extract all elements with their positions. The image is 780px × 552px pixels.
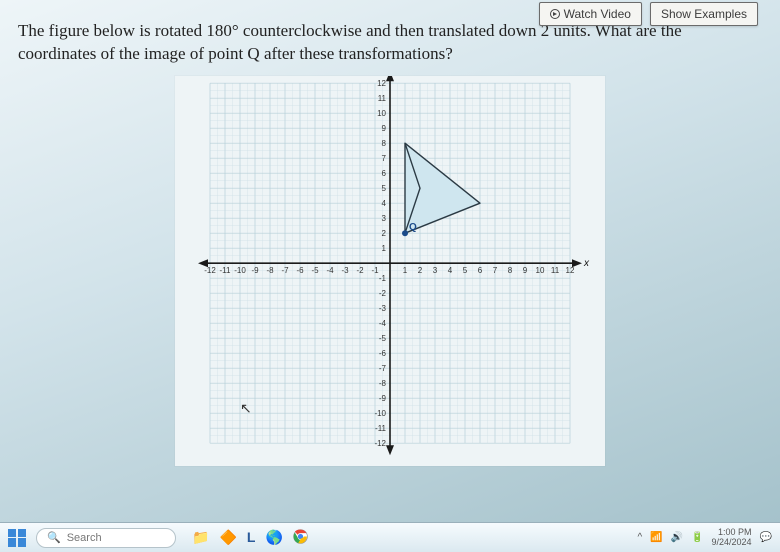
svg-text:-3: -3: [379, 304, 387, 313]
search-icon: 🔍: [47, 531, 61, 544]
svg-text:-4: -4: [379, 319, 387, 328]
notification-icon[interactable]: 💬: [760, 532, 772, 543]
edge-icon[interactable]: 🌎: [265, 529, 282, 547]
svg-text:-9: -9: [379, 394, 387, 403]
svg-text:-4: -4: [326, 266, 334, 275]
svg-text:1: 1: [403, 266, 408, 275]
svg-text:-3: -3: [341, 266, 349, 275]
question-text: The figure below is rotated 180° counter…: [18, 20, 762, 66]
svg-text:2: 2: [418, 266, 423, 275]
svg-text:6: 6: [382, 169, 387, 178]
svg-text:-5: -5: [311, 266, 319, 275]
svg-text:-6: -6: [296, 266, 304, 275]
svg-text:-7: -7: [281, 266, 289, 275]
svg-text:7: 7: [493, 266, 498, 275]
battery-icon[interactable]: 🔋: [691, 532, 703, 543]
svg-text:-1: -1: [379, 274, 387, 283]
svg-text:5: 5: [382, 184, 387, 193]
svg-text:-2: -2: [356, 266, 364, 275]
svg-text:x: x: [583, 258, 590, 269]
clock-date: 9/24/2024: [712, 538, 752, 547]
app-icon-3[interactable]: L: [247, 529, 256, 547]
svg-text:Q: Q: [409, 222, 417, 233]
taskbar-pinned: 📁 🔶 L 🌎: [192, 529, 308, 547]
svg-text:3: 3: [433, 266, 438, 275]
chrome-icon[interactable]: [293, 529, 308, 547]
taskbar: 🔍 Search 📁 🔶 L 🌎 ^ 📶 🔊 🔋 1:00 PM 9/24/20…: [0, 522, 780, 552]
svg-text:-7: -7: [379, 364, 387, 373]
svg-text:-2: -2: [379, 289, 387, 298]
svg-text:-12: -12: [374, 439, 386, 448]
show-examples-label: Show Examples: [661, 7, 747, 21]
app-icon-1[interactable]: 📁: [192, 529, 209, 547]
system-tray: ^ 📶 🔊 🔋 1:00 PM 9/24/2024 💬: [637, 528, 772, 547]
svg-text:4: 4: [382, 199, 387, 208]
wifi-icon[interactable]: 📶: [650, 532, 662, 543]
svg-text:6: 6: [478, 266, 483, 275]
svg-text:-10: -10: [374, 409, 386, 418]
taskbar-search[interactable]: 🔍 Search: [36, 528, 176, 548]
cursor-icon: ↖: [240, 400, 252, 417]
svg-text:-9: -9: [251, 266, 259, 275]
top-buttons: Watch Video Show Examples: [539, 2, 758, 26]
watch-video-label: Watch Video: [564, 7, 631, 21]
svg-text:-11: -11: [375, 424, 387, 433]
svg-text:8: 8: [382, 139, 387, 148]
graph-container: yx -12-11-10-9-8-7-6-5-4-3-2-11234567891…: [18, 76, 762, 466]
svg-text:11: 11: [551, 266, 560, 275]
svg-text:-11: -11: [220, 266, 232, 275]
svg-text:12: 12: [566, 266, 575, 275]
svg-text:7: 7: [382, 154, 387, 163]
svg-text:9: 9: [523, 266, 528, 275]
svg-text:5: 5: [463, 266, 468, 275]
svg-text:2: 2: [382, 229, 387, 238]
clock[interactable]: 1:00 PM 9/24/2024: [712, 528, 752, 547]
svg-text:-6: -6: [379, 349, 387, 358]
app-icon-2[interactable]: 🔶: [219, 529, 236, 547]
content-area: Watch Video Show Examples The figure bel…: [0, 0, 780, 522]
search-placeholder: Search: [67, 532, 102, 544]
svg-text:-5: -5: [379, 334, 387, 343]
svg-text:9: 9: [382, 124, 387, 133]
play-icon: [550, 9, 560, 19]
svg-text:10: 10: [377, 109, 386, 118]
svg-text:-8: -8: [266, 266, 274, 275]
svg-text:11: 11: [378, 94, 387, 103]
svg-text:-12: -12: [204, 266, 216, 275]
svg-text:1: 1: [382, 244, 387, 253]
svg-text:12: 12: [377, 79, 386, 88]
svg-text:-10: -10: [234, 266, 246, 275]
tray-chevron-icon[interactable]: ^: [637, 532, 642, 543]
start-button[interactable]: [8, 529, 26, 547]
svg-text:-8: -8: [379, 379, 387, 388]
watch-video-button[interactable]: Watch Video: [539, 2, 642, 26]
svg-text:3: 3: [382, 214, 387, 223]
volume-icon[interactable]: 🔊: [671, 532, 683, 543]
svg-text:10: 10: [536, 266, 545, 275]
show-examples-button[interactable]: Show Examples: [650, 2, 758, 26]
svg-text:4: 4: [448, 266, 453, 275]
svg-text:8: 8: [508, 266, 513, 275]
